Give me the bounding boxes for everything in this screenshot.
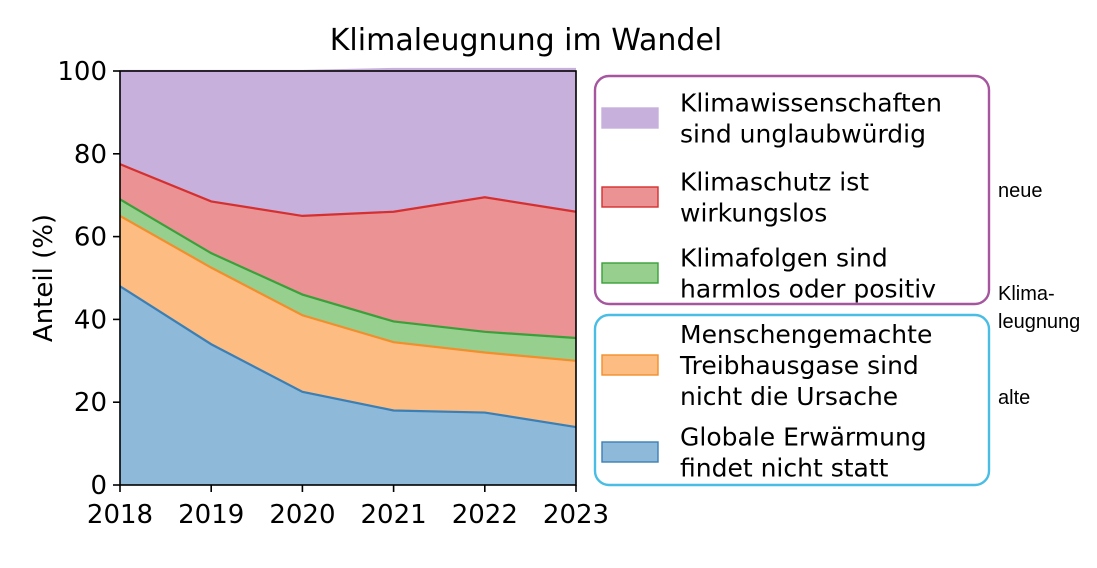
chart-title: Klimaleugnung im Wandel [330,23,723,58]
legend-swatch [601,262,659,284]
line-klimaschutz-ist-wirkungslos [119,163,577,218]
legend-swatch [601,107,659,129]
legend-box [593,74,991,306]
legend-label: wirkungslos [680,199,827,228]
plot-frame [119,70,577,486]
legend-label: Menschengemachte [680,320,932,349]
legend-box [593,313,991,487]
x-tick-label: 2018 [87,500,153,530]
area-menschengemachte-treibhausgase-sind-nicht-die-ursache [120,215,576,428]
legend-swatch [601,186,659,208]
legend-label: Treibhausgase sind [679,351,919,380]
legend-label: sind unglaubwürdig [680,120,926,149]
line-klimafolgen-sind-harmlos-oder-positiv [119,198,577,340]
legend-label: findet nicht statt [680,454,889,483]
x-tick-label: 2022 [452,500,518,530]
y-tick-label: 80 [74,140,107,170]
x-tick-label: 2019 [178,500,244,530]
side-label-old: alte [998,387,1030,409]
legend-label: nicht die Ursache [680,382,898,411]
legend-label: Klimafolgen sind [680,244,888,273]
y-axis: 0 20 40 60 80 100 [57,57,120,501]
area-klimawissenschaften-sind-unglaubw-rdig [120,68,576,216]
legend-label: Globale Erwärmung [680,423,927,452]
y-axis-label: Anteil (%) [29,214,59,342]
y-tick-label: 0 [90,471,107,501]
side-label-new: neue [998,180,1043,202]
legend-swatch [601,441,659,463]
side-label-denial-1: Klima- [998,283,1055,305]
area-klimaschutz-ist-wirkungslos [120,164,576,339]
x-tick-label: 2023 [543,500,609,530]
y-tick-label: 100 [57,57,107,87]
x-axis: 2018 2019 2020 2021 2022 2023 [87,485,609,530]
x-tick-label: 2020 [269,500,335,530]
legend-label: harmlos oder positiv [680,275,936,304]
line-globale-erw-rmung-findet-nicht-statt [119,285,577,429]
y-tick-label: 20 [74,388,107,418]
line-menschengemachte-treibhausgase-sind-nicht-die-ursache [119,214,577,362]
x-tick-label: 2021 [361,500,427,530]
legend-label: Klimaschutz ist [680,168,869,197]
legend-swatch [601,354,659,376]
stacked-areas [120,68,576,485]
y-tick-label: 40 [74,305,107,335]
side-label-denial-2: leugnung [998,311,1080,333]
area-globale-erw-rmung-findet-nicht-statt [120,286,576,485]
legend-label: Klimawissenschaften [680,89,942,118]
y-tick-label: 60 [74,223,107,253]
